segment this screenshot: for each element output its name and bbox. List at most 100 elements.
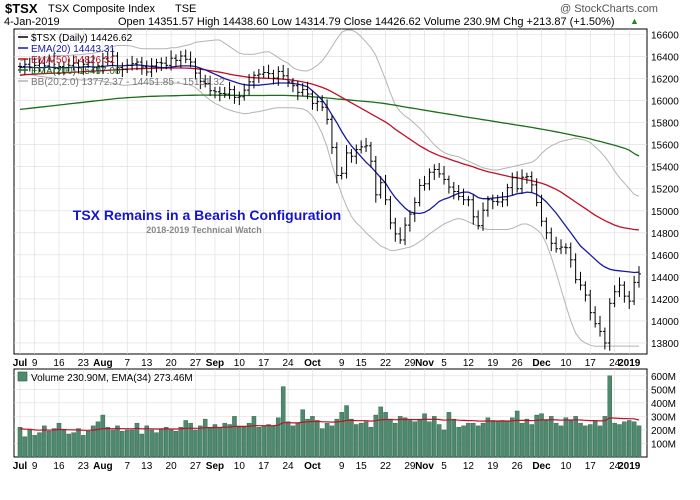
price-tick-label: 14800 bbox=[651, 229, 679, 240]
x-tick-label: 9 bbox=[339, 358, 345, 369]
volume-tick-label: 400M bbox=[651, 399, 676, 410]
ohlc-bar bbox=[393, 217, 398, 242]
volume-legend: Volume 230.90M, EMA(34) 273.46M bbox=[17, 371, 193, 384]
x-tick-label: Oct bbox=[304, 358, 321, 369]
volume-bar bbox=[602, 416, 608, 458]
ohlc-summary: Open 14351.57 High 14438.60 Low 14314.79… bbox=[118, 16, 615, 28]
ohlc-bar bbox=[164, 56, 169, 70]
volume-bar bbox=[363, 421, 369, 458]
volume-bar bbox=[422, 413, 427, 458]
ohlc-bar bbox=[359, 140, 364, 154]
volume-bar bbox=[436, 424, 442, 458]
ohlc-bar bbox=[149, 58, 154, 78]
volume-bar bbox=[402, 417, 408, 458]
volume-bar bbox=[305, 418, 310, 458]
ohlc-bar bbox=[100, 53, 105, 74]
volume-bar bbox=[588, 424, 593, 458]
ohlc-bar bbox=[334, 142, 339, 184]
volume-bar bbox=[393, 422, 398, 458]
volume-bar bbox=[295, 422, 301, 458]
ohlc-bar bbox=[432, 164, 437, 181]
ohlc-bar bbox=[476, 210, 481, 230]
ohlc-bar bbox=[490, 194, 495, 210]
ohlc-bar bbox=[446, 175, 451, 194]
ohlc-bar bbox=[554, 236, 559, 253]
volume-bar bbox=[349, 418, 354, 458]
x-tick-label: 10 bbox=[234, 358, 246, 369]
bollinger-lower-line bbox=[20, 73, 639, 347]
volume-bar bbox=[461, 425, 466, 458]
x-tick-label: 17 bbox=[585, 461, 597, 472]
x-tick-label: 24 bbox=[283, 358, 295, 369]
volume-bar bbox=[510, 417, 515, 458]
volume-bar bbox=[636, 425, 642, 458]
x-tick-label: 17 bbox=[258, 358, 270, 369]
ohlc-bars bbox=[18, 48, 641, 351]
ohlc-bar bbox=[71, 55, 76, 71]
ohlc-bar bbox=[159, 57, 164, 71]
volume-bar bbox=[324, 422, 330, 458]
volume-bar bbox=[319, 428, 325, 458]
ohlc-bar bbox=[325, 99, 330, 125]
volume-bar bbox=[237, 427, 242, 458]
ohlc-bar bbox=[466, 195, 471, 207]
volume-bar bbox=[568, 420, 574, 458]
volume-bar bbox=[27, 429, 32, 458]
ohlc-bar bbox=[295, 80, 300, 101]
volume-tick-label: 200M bbox=[651, 426, 676, 437]
overlays bbox=[19, 29, 640, 347]
volume-bar bbox=[315, 420, 320, 458]
ohlc-bar bbox=[290, 78, 295, 93]
ohlc-bar bbox=[193, 58, 198, 80]
x-tick-label: 26 bbox=[512, 461, 524, 472]
ohlc-bar bbox=[451, 181, 456, 200]
volume-bar bbox=[100, 414, 106, 458]
volume-ema-line bbox=[19, 417, 640, 431]
x-tick-label: 9 bbox=[32, 358, 38, 369]
x-tick-label: 20 bbox=[166, 461, 178, 472]
x-tick-label: 12 bbox=[463, 358, 475, 369]
x-tick-label: Aug bbox=[93, 358, 112, 369]
legend-ema20: EMA(20) 14443.31 bbox=[31, 44, 115, 55]
ohlc-bar bbox=[373, 156, 378, 203]
volume-bar bbox=[163, 427, 169, 458]
volume-tick-label: 500M bbox=[651, 385, 676, 396]
volume-bar bbox=[81, 435, 86, 458]
volume-bar bbox=[115, 425, 120, 458]
volume-bar bbox=[129, 429, 135, 458]
ohlc-bar bbox=[271, 69, 276, 85]
ticker-symbol: $TSX bbox=[5, 1, 38, 16]
x-tick-label: 15 bbox=[356, 358, 368, 369]
ohlc-bar bbox=[598, 315, 603, 337]
x-tick-label: 16 bbox=[53, 358, 65, 369]
ohlc-bar bbox=[266, 64, 271, 79]
bollinger-upper-line bbox=[19, 29, 640, 197]
ohlc-bar bbox=[188, 51, 193, 68]
volume-bar bbox=[241, 427, 247, 458]
volume-bar bbox=[256, 427, 262, 458]
ohlc-bar bbox=[349, 149, 354, 163]
ohlc-bar bbox=[573, 253, 578, 284]
volume-bar bbox=[524, 418, 530, 458]
volume-bars bbox=[17, 375, 642, 458]
ohlc-bar bbox=[286, 68, 291, 88]
volume-bar bbox=[612, 422, 617, 458]
ohlc-bar bbox=[261, 66, 266, 79]
volume-bar bbox=[539, 413, 544, 458]
volume-bar bbox=[285, 421, 291, 458]
x-tick-label: 19 bbox=[487, 358, 499, 369]
x-tick-label: Sep bbox=[206, 358, 224, 369]
ohlc-bar bbox=[520, 169, 525, 194]
ohlc-bar bbox=[563, 243, 568, 255]
ohlc-bar bbox=[247, 74, 252, 96]
volume-bar bbox=[407, 420, 413, 458]
volume-bar bbox=[471, 422, 476, 458]
volume-bar bbox=[280, 386, 286, 458]
price-panel bbox=[13, 28, 648, 355]
ohlc-bar bbox=[339, 166, 344, 180]
x-tick-label: 10 bbox=[560, 461, 572, 472]
x-tick-label: 20 bbox=[166, 358, 178, 369]
price-tick-label: 14000 bbox=[651, 317, 679, 328]
ohlc-bar bbox=[422, 175, 427, 191]
x-tick-label: 5 bbox=[441, 461, 447, 472]
